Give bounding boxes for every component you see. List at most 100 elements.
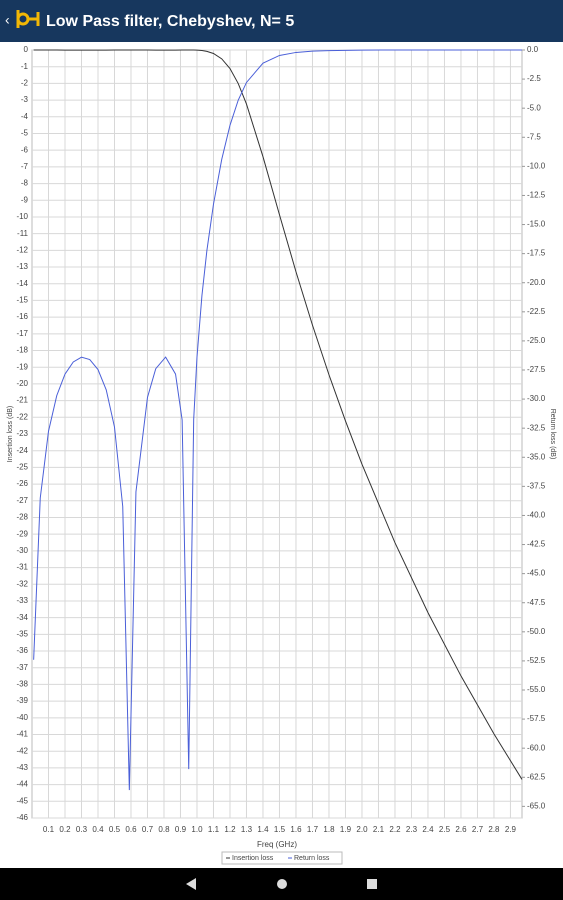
x-tick-label: 0.8 <box>158 825 170 834</box>
y-tick-label: -3 <box>21 95 29 104</box>
x-axis-title: Freq (GHz) <box>257 840 297 849</box>
y2-tick-label: -40.0 <box>527 511 546 520</box>
x-tick-label: 2.6 <box>455 825 467 834</box>
x-tick-label: 2.1 <box>373 825 385 834</box>
y2-tick-label: -60.0 <box>527 743 546 752</box>
x-tick-label: 1.3 <box>241 825 253 834</box>
y-tick-label: -20 <box>16 379 28 388</box>
y2-tick-label: -10.0 <box>527 161 546 170</box>
x-tick-label: 0.7 <box>142 825 154 834</box>
x-tick-label: 1.6 <box>290 825 302 834</box>
x-tick-label: 1.9 <box>340 825 352 834</box>
y2-tick-label: -32.5 <box>527 423 546 432</box>
back-button[interactable]: ‹ <box>5 12 10 28</box>
x-tick-label: 2.7 <box>472 825 484 834</box>
y2-tick-label: -65.0 <box>527 801 546 810</box>
x-tick-label: 2.2 <box>389 825 401 834</box>
legend-box <box>221 851 343 865</box>
y-tick-label: 0 <box>24 45 29 54</box>
y2-tick-label: -52.5 <box>527 656 546 665</box>
y-tick-label: -39 <box>16 696 28 705</box>
y2-tick-label: -30.0 <box>527 394 546 403</box>
y-tick-label: -32 <box>16 579 28 588</box>
y-tick-label: -4 <box>21 112 29 121</box>
x-tick-label: 0.4 <box>92 825 104 834</box>
y-tick-label: -7 <box>21 162 29 171</box>
y2-tick-label: -37.5 <box>527 481 546 490</box>
y-tick-label: -8 <box>21 179 29 188</box>
y-tick-label: -6 <box>21 145 29 154</box>
nav-home[interactable] <box>277 879 287 889</box>
x-tick-label: 0.2 <box>59 825 71 834</box>
y-tick-label: -9 <box>21 195 29 204</box>
y-tick-label: -18 <box>16 346 28 355</box>
x-tick-label: 0.6 <box>125 825 137 834</box>
y2-tick-label: 0.0 <box>527 45 539 54</box>
legend-label: Return loss <box>294 855 330 862</box>
y-tick-label: -1 <box>21 62 29 71</box>
y2-tick-label: -12.5 <box>527 191 546 200</box>
y-tick-label: -34 <box>16 613 28 622</box>
x-tick-label: 0.1 <box>43 825 55 834</box>
y2-tick-label: -2.5 <box>527 74 541 83</box>
y-tick-label: -28 <box>16 513 28 522</box>
legend-label: Insertion loss <box>232 855 274 862</box>
y2-tick-label: -55.0 <box>527 685 546 694</box>
y-tick-label: -23 <box>16 429 28 438</box>
y-tick-label: -16 <box>16 312 28 321</box>
y-tick-label: -29 <box>16 529 28 538</box>
y2-tick-label: -15.0 <box>527 220 546 229</box>
app-title: Low Pass filter, Chebyshev, N= 5 <box>46 13 294 30</box>
y-tick-label: -26 <box>16 479 28 488</box>
y-tick-label: -21 <box>16 396 28 405</box>
y2-tick-label: -27.5 <box>527 365 546 374</box>
y2-tick-label: -47.5 <box>527 598 546 607</box>
y-tick-label: -42 <box>16 746 28 755</box>
y-tick-label: -45 <box>16 796 28 805</box>
y-tick-label: -10 <box>16 212 28 221</box>
app-logo <box>16 10 40 28</box>
y-tick-label: -13 <box>16 262 28 271</box>
y-tick-label: -35 <box>16 629 28 638</box>
y2-tick-label: -25.0 <box>527 336 546 345</box>
x-tick-label: 2.3 <box>406 825 418 834</box>
y-tick-label: -24 <box>16 446 28 455</box>
y2-tick-label: -57.5 <box>527 714 546 723</box>
y-tick-label: -40 <box>16 713 28 722</box>
y-tick-label: -44 <box>16 780 28 789</box>
x-tick-label: 1.1 <box>208 825 220 834</box>
y-tick-label: -25 <box>16 463 28 472</box>
y-tick-label: -46 <box>16 813 28 822</box>
y2-tick-label: -50.0 <box>527 627 546 636</box>
x-tick-label: 2.4 <box>422 825 434 834</box>
y-tick-label: -43 <box>16 763 28 772</box>
x-tick-label: 1.2 <box>224 825 236 834</box>
nav-recents[interactable] <box>367 879 377 889</box>
x-tick-label: 0.3 <box>76 825 88 834</box>
x-tick-label: 1.4 <box>257 825 269 834</box>
series-line <box>33 49 523 780</box>
nav-back[interactable] <box>186 878 196 890</box>
y-tick-label: -12 <box>16 245 28 254</box>
y2-tick-label: -42.5 <box>527 540 546 549</box>
y-tick-label: -36 <box>16 646 28 655</box>
y2-tick-label: -45.0 <box>527 569 546 578</box>
y2-axis-title: Return loss (dB) <box>549 409 556 460</box>
x-tick-label: 1.8 <box>323 825 335 834</box>
y-tick-label: -22 <box>16 412 28 421</box>
y-tick-label: -19 <box>16 362 28 371</box>
y-tick-label: -14 <box>16 279 28 288</box>
app-bar <box>0 0 563 42</box>
x-tick-label: 0.5 <box>109 825 121 834</box>
y-tick-label: -31 <box>16 563 28 572</box>
y-tick-label: -2 <box>21 79 29 88</box>
y2-tick-label: -20.0 <box>527 278 546 287</box>
y-tick-label: -27 <box>16 496 28 505</box>
y-tick-label: -33 <box>16 596 28 605</box>
y2-tick-label: -62.5 <box>527 772 546 781</box>
y2-tick-label: -35.0 <box>527 452 546 461</box>
x-tick-label: 1.0 <box>191 825 203 834</box>
x-tick-label: 1.7 <box>307 825 319 834</box>
y-tick-label: -41 <box>16 730 28 739</box>
